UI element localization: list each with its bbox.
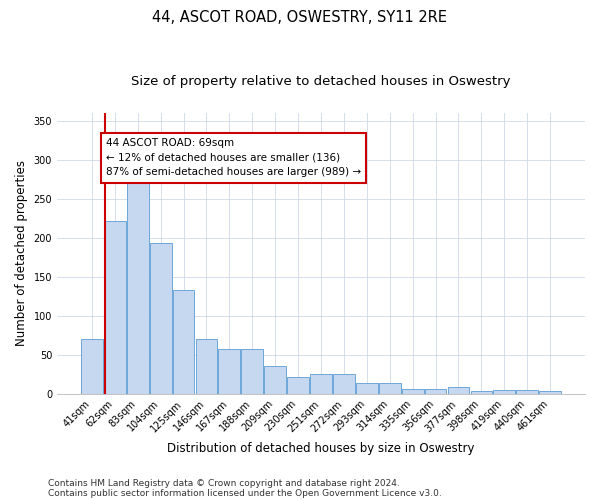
Text: 44, ASCOT ROAD, OSWESTRY, SY11 2RE: 44, ASCOT ROAD, OSWESTRY, SY11 2RE	[152, 10, 448, 25]
Y-axis label: Number of detached properties: Number of detached properties	[15, 160, 28, 346]
Bar	[539, 392, 561, 394]
Bar	[127, 175, 149, 394]
Bar	[81, 339, 103, 394]
Bar	[104, 220, 126, 394]
Bar	[470, 390, 492, 394]
Text: 44 ASCOT ROAD: 69sqm
← 12% of detached houses are smaller (136)
87% of semi-deta: 44 ASCOT ROAD: 69sqm ← 12% of detached h…	[106, 138, 361, 177]
Bar	[517, 390, 538, 394]
Bar	[173, 290, 194, 394]
Bar	[425, 389, 446, 394]
Title: Size of property relative to detached houses in Oswestry: Size of property relative to detached ho…	[131, 75, 511, 88]
Text: Contains HM Land Registry data © Crown copyright and database right 2024.: Contains HM Land Registry data © Crown c…	[48, 478, 400, 488]
Text: Contains public sector information licensed under the Open Government Licence v3: Contains public sector information licen…	[48, 488, 442, 498]
Bar	[356, 383, 378, 394]
Bar	[265, 366, 286, 394]
Bar	[333, 374, 355, 394]
Bar	[150, 243, 172, 394]
Bar	[379, 383, 401, 394]
Bar	[196, 339, 217, 394]
Bar	[218, 350, 240, 394]
Bar	[241, 350, 263, 394]
X-axis label: Distribution of detached houses by size in Oswestry: Distribution of detached houses by size …	[167, 442, 475, 455]
Bar	[402, 389, 424, 394]
Bar	[493, 390, 515, 394]
Bar	[310, 374, 332, 394]
Bar	[448, 387, 469, 394]
Bar	[287, 376, 309, 394]
